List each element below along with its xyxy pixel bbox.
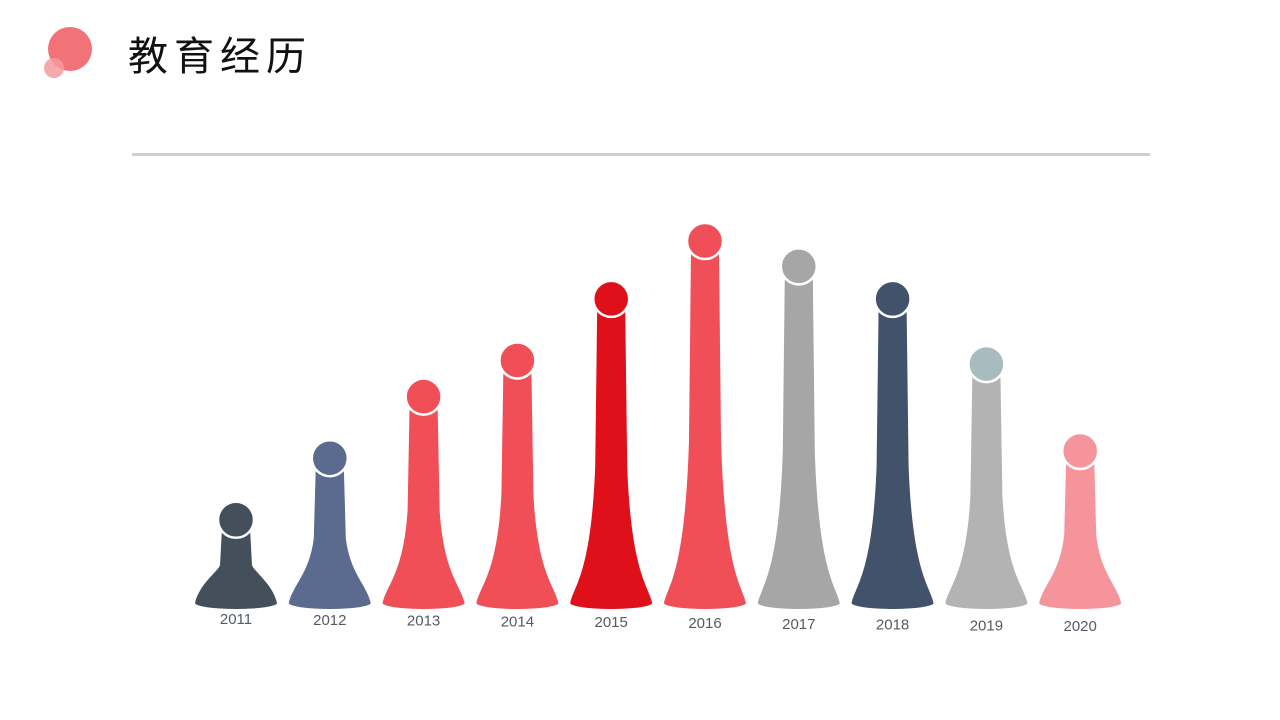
bar-2015 (570, 306, 653, 609)
bar-group: 2011 (195, 500, 277, 628)
bar-group: 2013 (382, 377, 465, 630)
bar-2019 (945, 372, 1028, 609)
bar-2016 (664, 249, 746, 609)
x-tick-label: 2020 (1064, 618, 1097, 635)
bar-marker-2020 (1060, 431, 1100, 471)
bar-group: 2018 (851, 279, 934, 634)
logo-icon (44, 27, 92, 78)
bar-marker-2018 (873, 279, 912, 319)
x-tick-label: 2016 (688, 615, 721, 632)
bar-2013 (382, 404, 465, 609)
x-tick-label: 2019 (970, 617, 1003, 634)
bar-marker-2013 (404, 377, 443, 416)
x-tick-label: 2014 (501, 613, 534, 630)
bar-2011 (195, 527, 277, 609)
bar-marker-2019 (967, 344, 1006, 384)
x-tick-label: 2015 (595, 614, 628, 631)
divider (132, 153, 1150, 156)
bar-group: 2012 (288, 438, 371, 629)
bar-group: 2017 (757, 247, 840, 633)
bar-marker-2015 (591, 279, 631, 319)
bar-group: 2015 (570, 279, 653, 631)
bar-marker-2014 (498, 341, 537, 380)
bar-marker-2012 (310, 438, 350, 478)
bar-2017 (757, 274, 840, 609)
bar-marker-2017 (779, 247, 819, 286)
bar-group: 2019 (945, 344, 1028, 634)
bar-2018 (851, 306, 934, 609)
x-tick-label: 2011 (220, 611, 252, 628)
page-title: 教育经历 (128, 34, 312, 80)
bar-2012 (288, 466, 371, 609)
x-tick-label: 2012 (313, 612, 346, 629)
x-tick-label: 2018 (876, 617, 909, 634)
bar-group: 2020 (1039, 431, 1122, 635)
bar-marker-2011 (216, 500, 256, 539)
bar-2014 (476, 368, 559, 609)
bar-2020 (1039, 458, 1122, 609)
bar-group: 2016 (664, 221, 746, 632)
x-tick-label: 2017 (782, 616, 815, 633)
bar-marker-2016 (685, 221, 725, 261)
x-tick-label: 2013 (407, 613, 440, 630)
bar-group: 2014 (476, 341, 559, 630)
